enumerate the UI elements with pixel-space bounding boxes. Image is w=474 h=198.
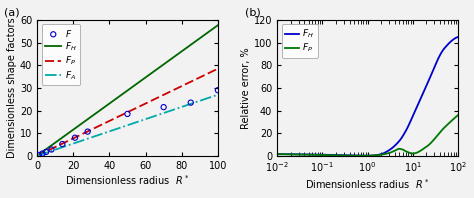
$F_H$ [274,153,280,155]
$F$ [214,89,222,92]
$F_H$ [34,155,40,157]
X-axis label: Dimensionless radius  $R^*$: Dimensionless radius $R^*$ [305,177,429,191]
Y-axis label: Relative error, %: Relative error, % [241,47,251,129]
$F$ [42,150,50,154]
$F$ [124,112,131,115]
$F_P$ [170,89,176,91]
$F$ [58,143,66,146]
Y-axis label: Dimensionless shape factors: Dimensionless shape factors [7,18,17,158]
$F_P$ [380,153,385,156]
$F_A$ [116,127,122,129]
Line: $F_H$: $F_H$ [37,25,218,156]
Line: $F_A$: $F_A$ [37,95,218,156]
$F$ [71,136,79,139]
$F$ [39,152,46,155]
$F_H$ [215,24,221,26]
$F_H$ [380,152,385,155]
$F_H$ [170,56,176,59]
Line: $F_P$: $F_P$ [277,115,458,156]
$F_A$ [66,144,72,146]
$F_P$ [285,153,291,155]
$F$ [160,106,167,109]
$F_P$ [412,152,418,155]
$F_P$ [155,96,161,99]
$F_P$ [455,114,461,116]
$F_P$ [384,152,390,155]
$F_P$ [34,155,40,157]
$F_P$ [141,103,146,106]
$F_H$ [81,121,86,123]
$F_A$ [215,93,221,96]
$F_A$ [170,109,176,111]
Legend: $F_H$, $F_P$: $F_H$, $F_P$ [282,24,318,58]
$F_P$ [390,150,395,153]
$F$ [187,101,194,104]
$F_H$ [155,67,161,70]
$F_H$ [66,131,72,134]
$F_A$ [141,119,146,121]
$F_A$ [155,114,161,116]
$F$ [35,153,43,157]
$F_P$ [116,115,122,118]
Text: (b): (b) [245,7,260,17]
$F_P$ [274,153,280,155]
$F_P$ [430,139,436,142]
$F_H$ [141,78,146,80]
$F_H$ [384,150,390,153]
$F_H$ [430,69,436,71]
X-axis label: Dimensionless radius  $R^*$: Dimensionless radius $R^*$ [65,173,190,187]
$F_P$ [360,155,366,157]
$F_H$ [285,153,291,155]
$F_A$ [81,139,86,141]
$F_H$ [390,147,395,149]
$F_H$ [116,96,122,98]
Line: $F_P$: $F_P$ [37,69,218,156]
$F_P$ [215,68,221,70]
Line: $F_H$: $F_H$ [277,37,458,156]
$F_P$ [66,139,72,142]
Legend: $F$, $F_H$, $F_P$, $F_A$: $F$, $F_H$, $F_P$, $F_A$ [42,24,81,85]
$F_A$ [34,155,40,157]
$F_H$ [365,154,370,157]
$F_P$ [81,132,86,135]
$F_H$ [455,36,461,38]
$F$ [48,148,55,151]
$F_H$ [412,111,418,113]
Text: (a): (a) [4,7,20,17]
$F$ [84,130,91,133]
